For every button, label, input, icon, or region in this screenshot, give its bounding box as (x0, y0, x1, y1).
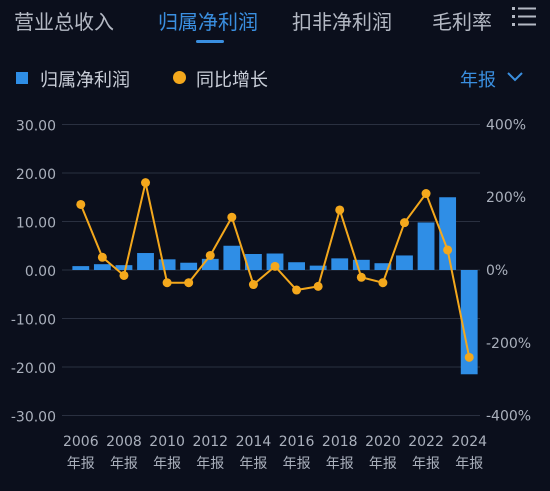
growth-point (141, 178, 151, 188)
active-tab-indicator (196, 40, 224, 43)
legend-line-swatch (173, 71, 186, 84)
chart-grid (62, 124, 480, 416)
period-selector[interactable]: 年报 (460, 70, 496, 91)
y-left-tick-label: 20.00 (16, 167, 56, 183)
growth-point (184, 278, 194, 288)
growth-point (270, 261, 280, 271)
x-tick-sublabel: 年报 (283, 456, 311, 472)
bar (374, 263, 392, 270)
growth-point (248, 280, 258, 290)
x-tick-sublabel: 年报 (196, 456, 224, 472)
bar (417, 222, 435, 270)
x-axis-labels: 2006 年报 2008 年报 2010 年报 2012 年报 2014 年报 2016 年报 2018… (63, 434, 487, 472)
bar (72, 266, 90, 270)
x-tick-label: 2008 (106, 434, 142, 450)
growth-point (421, 189, 431, 199)
bar (93, 264, 111, 270)
bar (158, 259, 176, 270)
bar (352, 259, 370, 270)
bar (439, 197, 457, 270)
bar (288, 262, 305, 270)
y-right-tick-label: 200% (486, 190, 526, 206)
bar (460, 270, 478, 375)
tab-total-revenue[interactable]: 营业总收入 (14, 10, 114, 34)
growth-point (292, 285, 302, 295)
bar-series (72, 197, 478, 375)
growth-point (356, 272, 366, 282)
x-tick-label: 2020 (365, 434, 401, 450)
tab-deducted-net-profit[interactable]: 扣非净利润 (292, 10, 392, 34)
tab-gross-margin[interactable]: 毛利率 (432, 10, 492, 34)
x-tick-label: 2006 (63, 434, 99, 450)
y-left-tick-label: -30.00 (11, 410, 56, 426)
list-menu-icon[interactable] (512, 4, 536, 30)
growth-line-series (76, 178, 474, 362)
growth-point (335, 205, 345, 215)
x-tick-label: 2016 (279, 434, 315, 450)
x-tick-sublabel: 年报 (110, 456, 138, 472)
growth-point (119, 270, 129, 280)
x-tick-sublabel: 年报 (153, 456, 181, 472)
y-left-tick-label: -20.00 (11, 361, 56, 377)
x-tick-label: 2022 (408, 434, 444, 450)
y-left-tick-label: 10.00 (16, 216, 56, 232)
x-tick-label: 2018 (322, 434, 358, 450)
x-tick-label: 2024 (451, 434, 487, 450)
bar (223, 245, 241, 270)
x-tick-sublabel: 年报 (369, 456, 397, 472)
growth-point (205, 250, 215, 260)
bar (396, 255, 413, 270)
y-left-tick-label: 0.00 (25, 264, 56, 280)
y-left-tick-label: 30.00 (16, 119, 56, 135)
growth-point (378, 278, 388, 288)
chart-legend: 归属净利润 同比增长 年报 (0, 64, 550, 94)
growth-point (162, 278, 172, 288)
tab-net-profit[interactable]: 归属净利润 (158, 10, 258, 34)
legend-bar-swatch (16, 72, 28, 84)
y-right-tick-label: 400% (486, 117, 526, 133)
growth-point (464, 352, 474, 362)
y-right-tick-label: -200% (486, 336, 531, 352)
chevron-down-icon[interactable] (506, 68, 524, 86)
left-axis-labels: 30.00 20.00 10.00 0.00 -10.00 -20.00 -30.00 (11, 119, 56, 426)
bar (180, 262, 198, 270)
growth-point (76, 199, 86, 209)
growth-point (399, 218, 409, 228)
growth-point (313, 281, 323, 291)
right-axis-labels: 400% 200% 0% -200% -400% (486, 117, 531, 424)
x-tick-sublabel: 年报 (239, 456, 267, 472)
x-tick-label: 2014 (236, 434, 272, 450)
legend-line-label: 同比增长 (196, 70, 268, 91)
bar (331, 258, 349, 270)
bar (115, 265, 133, 270)
bar (137, 253, 154, 270)
growth-point (97, 252, 107, 262)
bar (245, 253, 262, 270)
x-tick-sublabel: 年报 (455, 456, 483, 472)
x-tick-sublabel: 年报 (412, 456, 440, 472)
metric-tabs: 营业总收入 归属净利润 扣非净利润 毛利率 (0, 0, 550, 48)
growth-point (227, 212, 237, 222)
growth-point (443, 245, 453, 255)
bar (201, 258, 219, 270)
x-tick-label: 2012 (192, 434, 228, 450)
bar (309, 265, 327, 270)
x-tick-label: 2010 (149, 434, 185, 450)
y-right-tick-label: 0% (486, 263, 508, 279)
x-tick-sublabel: 年报 (326, 456, 354, 472)
y-right-tick-label: -400% (486, 409, 531, 425)
x-tick-sublabel: 年报 (67, 456, 95, 472)
legend-bar-label: 归属净利润 (40, 70, 130, 91)
y-left-tick-label: -10.00 (11, 313, 56, 329)
